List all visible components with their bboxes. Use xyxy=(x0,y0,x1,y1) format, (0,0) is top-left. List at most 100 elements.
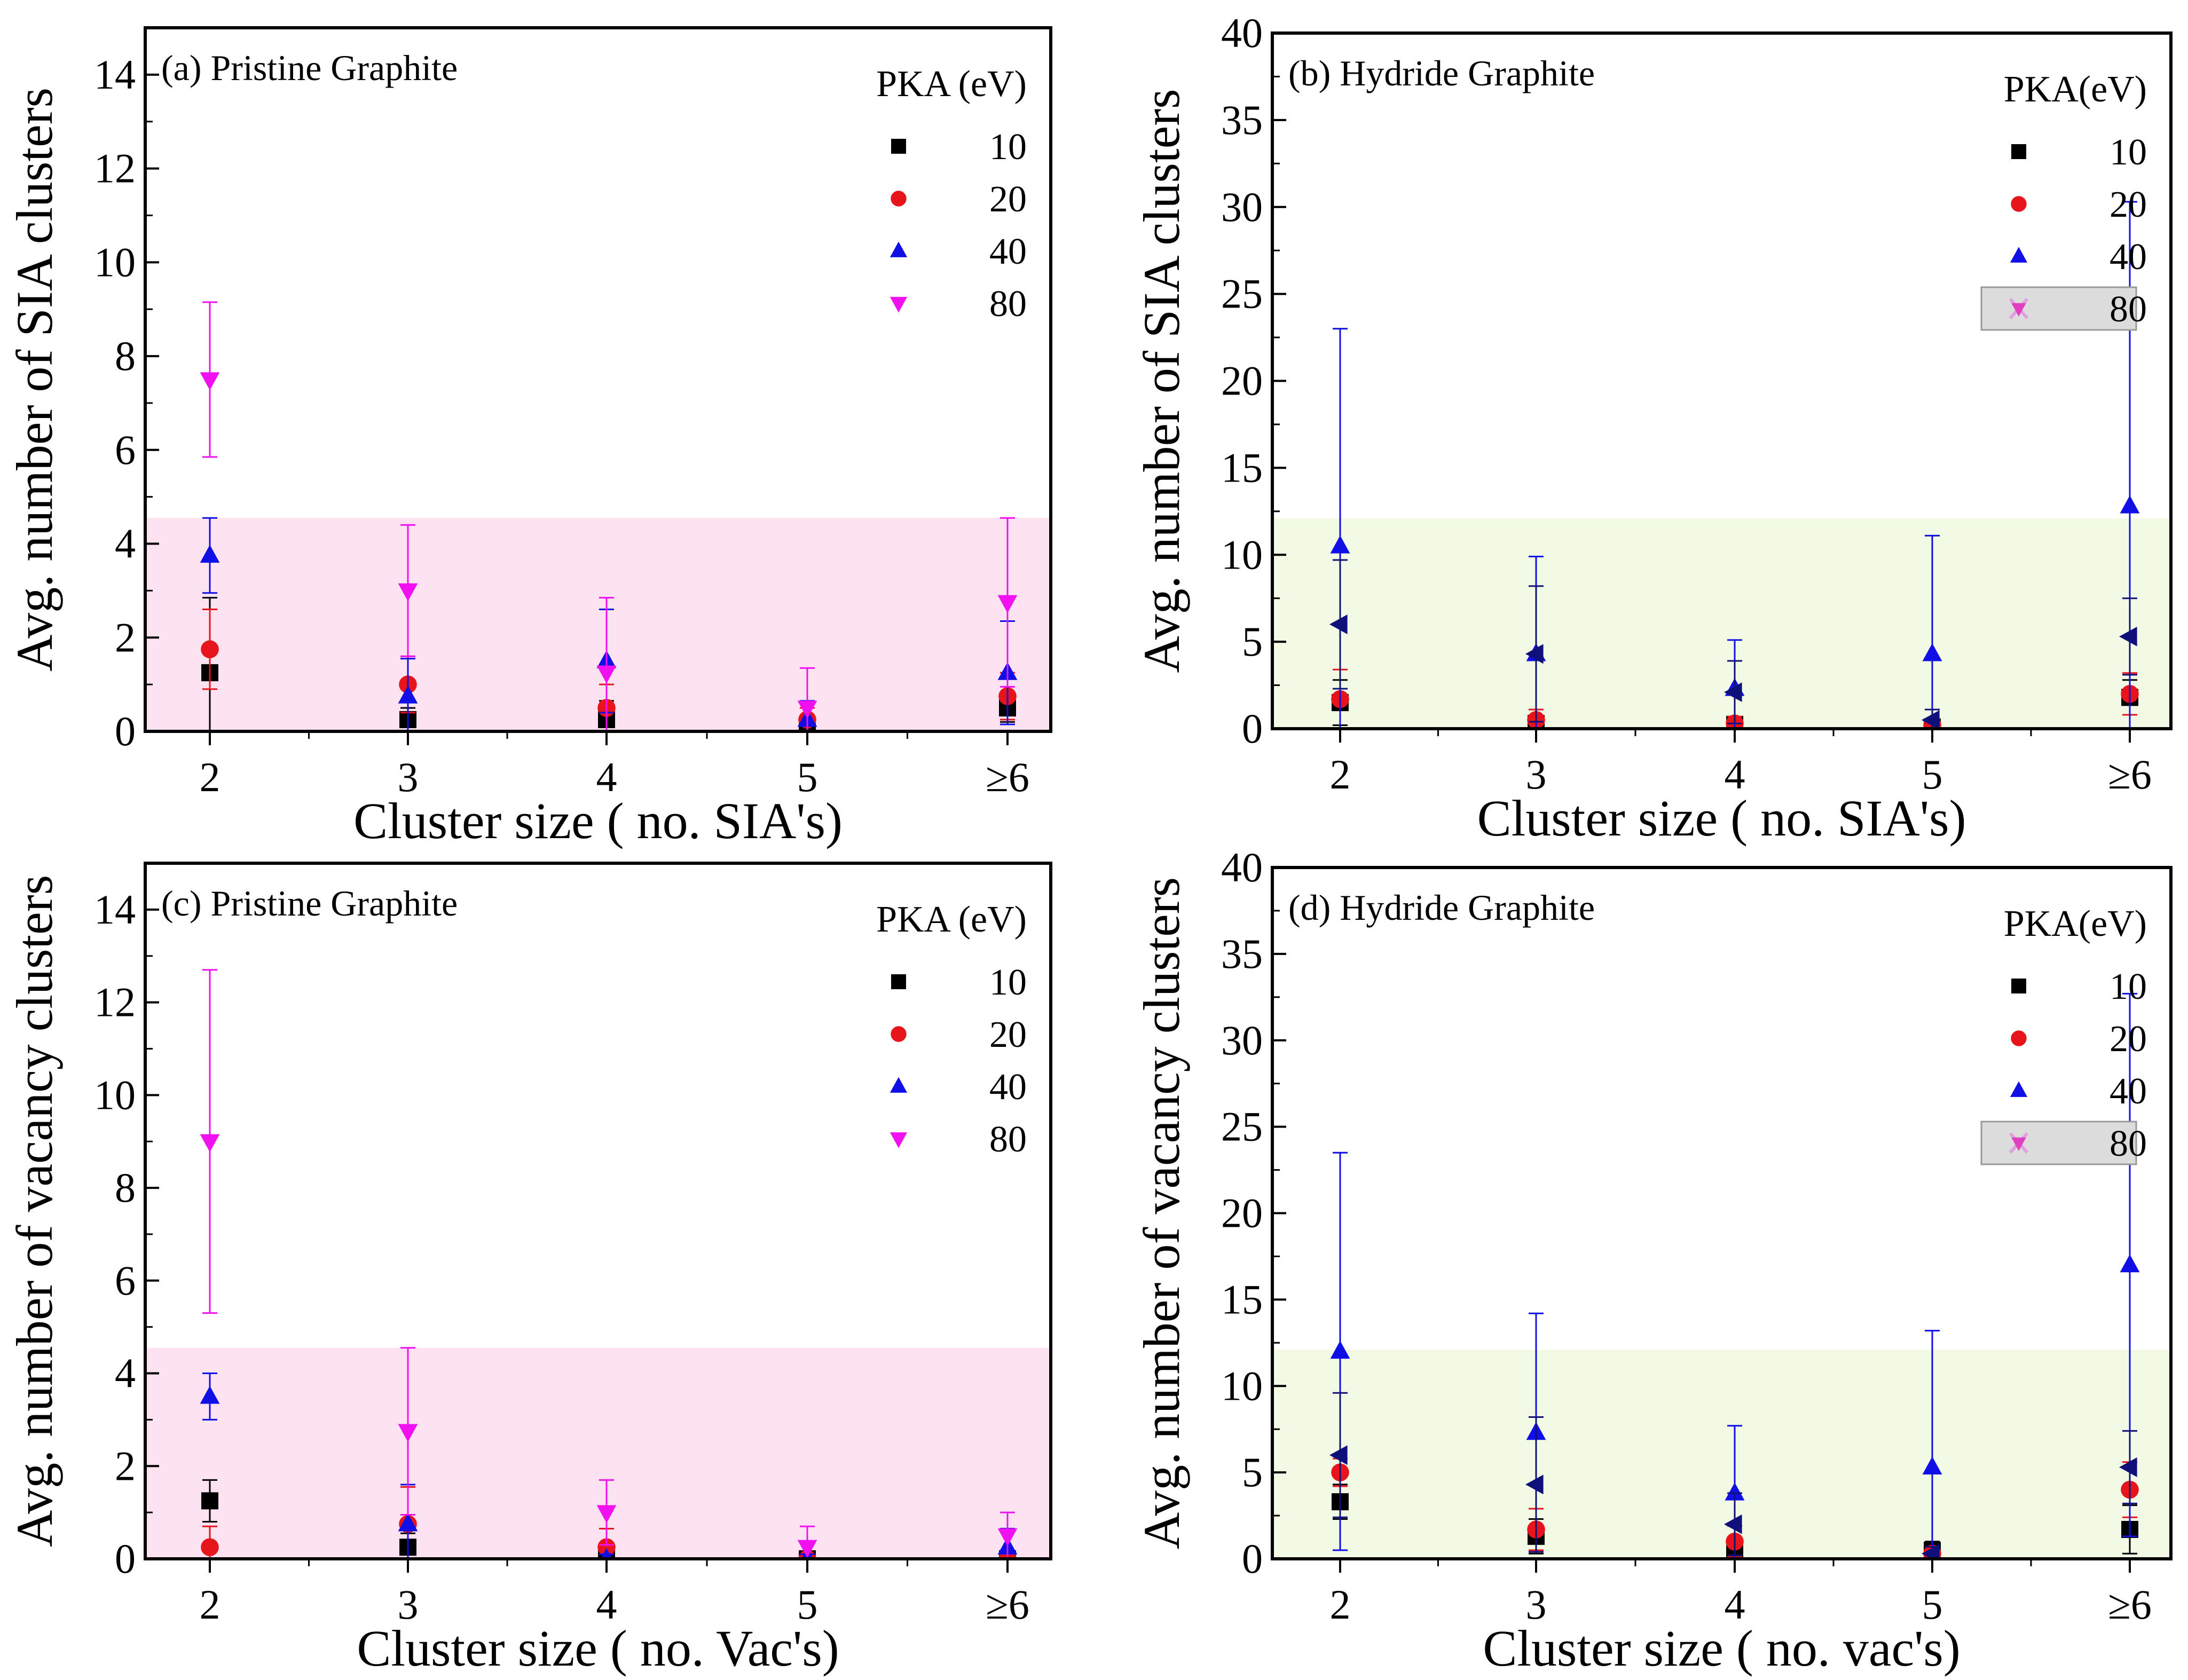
y-tick-label: 30 xyxy=(1221,184,1263,230)
data-point xyxy=(596,665,617,684)
data-point xyxy=(1525,644,1544,664)
y-tick-label: 40 xyxy=(1221,10,1263,56)
x-tick-label: 5 xyxy=(1922,751,1943,798)
y-tick-label: 10 xyxy=(1221,1362,1263,1409)
x-axis-label: Cluster size ( no. SIA's) xyxy=(1477,790,1966,847)
legend-item: 20 xyxy=(891,179,1027,220)
y-axis-label: Avg. number of vacancy clusters xyxy=(6,875,63,1547)
legend-marker xyxy=(2011,144,2026,159)
y-tick-label: 10 xyxy=(1221,531,1263,578)
legend-label: 10 xyxy=(989,127,1027,168)
legend-marker xyxy=(2011,1137,2026,1151)
x-tick-label: 2 xyxy=(200,1581,221,1628)
data-point xyxy=(398,1424,418,1442)
legend-title: PKA(eV) xyxy=(2004,69,2147,110)
data-point xyxy=(398,583,418,602)
data-point xyxy=(597,1538,616,1557)
legend-marker xyxy=(891,191,907,207)
legend-title: PKA (eV) xyxy=(876,899,1027,940)
x-tick-label: ≥6 xyxy=(986,1581,1029,1628)
data-point xyxy=(1922,1543,1940,1559)
legend-marker xyxy=(2011,196,2027,212)
x-tick-label: 3 xyxy=(1526,1581,1547,1628)
y-tick-label: 5 xyxy=(1242,1449,1263,1495)
legend-label: 80 xyxy=(989,283,1027,325)
data-point xyxy=(1329,1445,1348,1465)
y-tick-label: 20 xyxy=(1221,1190,1263,1236)
y-tick-label: 35 xyxy=(1221,97,1263,143)
panel-a: 0 2 4 6 8 10 12 14 2 3 4 5 ≥6 Cluster size ( no. SIA'… xyxy=(6,26,1052,849)
x-tick-label: ≥6 xyxy=(2108,1581,2152,1628)
panel-title: (b) Hydride Graphite xyxy=(1288,53,1595,93)
data-point xyxy=(201,1492,218,1510)
legend-marker xyxy=(2011,303,2026,317)
legend-item: 40 xyxy=(890,1067,1027,1108)
data-point xyxy=(398,685,418,704)
y-axis-label: Avg. number of vacancy clusters xyxy=(1133,877,1190,1549)
data-point xyxy=(1329,614,1348,634)
legend-item: 20 xyxy=(2011,1019,2147,1060)
legend-marker xyxy=(890,297,908,313)
data-point xyxy=(797,1540,817,1558)
plot-area xyxy=(1329,992,2140,1559)
legend-item: 40 xyxy=(2010,236,2147,278)
y-axis-label: Avg. number of SIA clusters xyxy=(1133,89,1190,673)
panel-b: 0 5 10 15 20 25 30 35 40 2 3 4 5 ≥6 Cluster size ( no.… xyxy=(1133,10,2173,847)
legend-label: 40 xyxy=(989,231,1027,272)
y-tick-label: 25 xyxy=(1221,1103,1263,1150)
legend-item: 20 xyxy=(2011,184,2147,225)
y-tick-label: 0 xyxy=(115,708,136,754)
series-80 xyxy=(1329,559,2137,729)
data-point xyxy=(997,595,1018,613)
y-tick-label: 14 xyxy=(94,51,136,98)
data-point xyxy=(1330,1340,1350,1359)
data-point xyxy=(201,640,219,659)
x-axis-label: Cluster size ( no. Vac's) xyxy=(357,1620,839,1677)
legend-item: 80 xyxy=(890,283,1027,325)
plot-area xyxy=(1329,201,2140,729)
panel-title: (c) Pristine Graphite xyxy=(161,883,458,924)
data-point xyxy=(2119,1457,2137,1477)
plot-area xyxy=(200,969,1018,1559)
data-point xyxy=(1922,710,1940,729)
panel-c: 0 2 4 6 8 10 12 14 2 3 4 5 ≥6 Cluster size ( no. Vac'… xyxy=(6,862,1052,1677)
data-point xyxy=(1922,643,1942,661)
y-tick-label: 20 xyxy=(1221,358,1263,404)
legend-marker xyxy=(890,241,908,257)
legend-label: 20 xyxy=(2110,1019,2147,1060)
data-point xyxy=(2120,495,2140,514)
y-tick-label: 10 xyxy=(94,1071,136,1118)
data-point xyxy=(200,1134,220,1153)
y-tick-label: 10 xyxy=(94,239,136,285)
legend-highlight-box xyxy=(1980,1121,2137,1165)
legend-label: 40 xyxy=(2110,236,2147,278)
data-point xyxy=(398,1513,418,1532)
legend-marker xyxy=(2010,247,2028,263)
legend-label: 10 xyxy=(989,962,1027,1003)
data-point xyxy=(1922,1456,1942,1475)
x-tick-label: ≥6 xyxy=(986,754,1029,800)
y-tick-label: 6 xyxy=(115,427,136,473)
data-point xyxy=(596,1505,617,1524)
y-tick-label: 8 xyxy=(115,1164,136,1211)
axes-frame xyxy=(144,26,1052,733)
x-tick-label: ≥6 xyxy=(2108,751,2152,798)
legend-label: 20 xyxy=(989,1014,1027,1055)
legend-marker xyxy=(2011,979,2026,993)
plot-area xyxy=(200,301,1018,731)
y-tick-label: 15 xyxy=(1221,1276,1263,1322)
legend-label: 20 xyxy=(2110,184,2147,225)
shaded-region xyxy=(1272,518,2171,729)
y-tick-label: 30 xyxy=(1221,1017,1263,1063)
axes-frame xyxy=(144,862,1052,1560)
legend-item: 10 xyxy=(2011,132,2147,173)
panel-title: (d) Hydride Graphite xyxy=(1288,887,1595,928)
data-point xyxy=(1725,1482,1745,1501)
y-tick-label: 6 xyxy=(115,1257,136,1304)
y-tick-label: 40 xyxy=(1221,844,1263,890)
legend: PKA(eV) 10 20 40 80 xyxy=(1980,69,2147,331)
legend-marker xyxy=(890,1132,908,1148)
panel-title: (a) Pristine Graphite xyxy=(161,48,458,88)
legend-item: 80 xyxy=(1980,1121,2147,1165)
